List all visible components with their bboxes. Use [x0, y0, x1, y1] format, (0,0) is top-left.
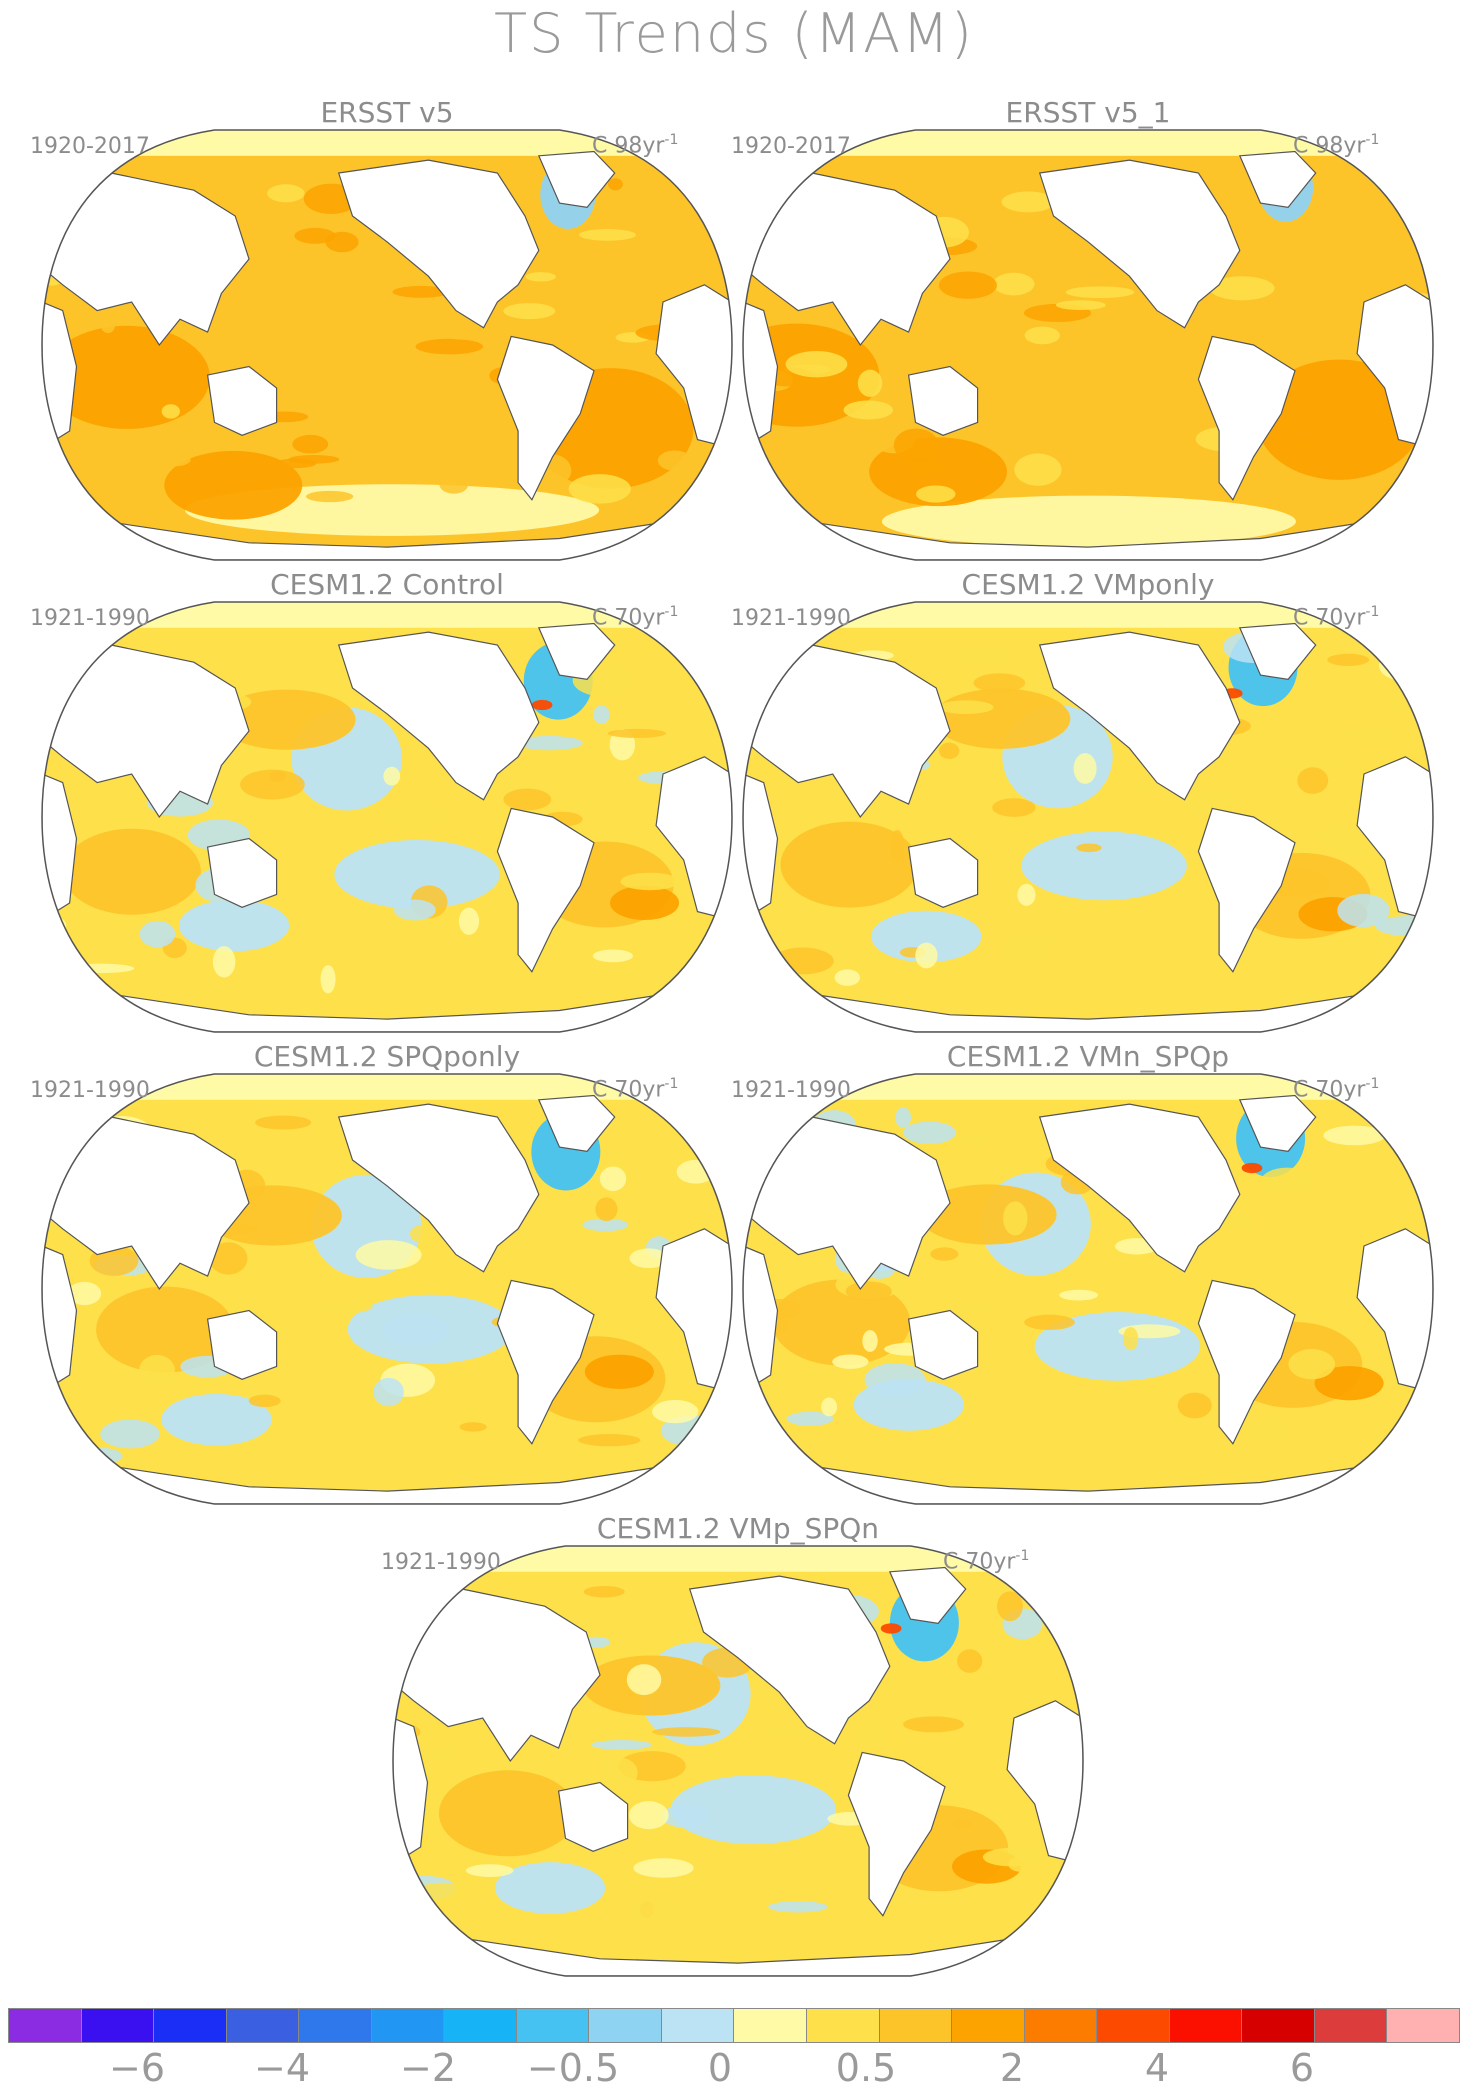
world-map	[392, 1545, 1084, 1977]
colorbar-tick-label: 2	[999, 2046, 1025, 2090]
colorbar-tick-label: 4	[1144, 2046, 1170, 2090]
panel-period: 1921-1990	[30, 606, 150, 631]
world-map	[742, 1073, 1434, 1505]
panel-title: ERSST v5_1	[1005, 96, 1171, 129]
panel-period: 1921-1990	[731, 1078, 851, 1103]
colorbar-cell	[9, 2009, 82, 2042]
map-panel: CESM1.2 VMn_SPQp 1921-1990 C 70yr-1	[731, 1040, 1434, 1505]
world-map	[41, 129, 733, 561]
map-panel: CESM1.2 VMp_SPQn 1921-1990 C 70yr-1	[381, 1512, 1084, 1977]
colorbar-cell	[299, 2009, 372, 2042]
world-map	[742, 601, 1434, 1033]
panel-units: C 70yr-1	[943, 1548, 1030, 1575]
colorbar-cell	[444, 2009, 517, 2042]
colorbar-cell	[589, 2009, 662, 2042]
panel-period: 1920-2017	[731, 134, 851, 159]
colorbar-cell	[1314, 2009, 1388, 2042]
colorbar-cell	[1242, 2009, 1315, 2042]
world-map	[41, 1073, 733, 1505]
panel-period: 1920-2017	[30, 134, 150, 159]
colorbar-tick-label: −0.5	[526, 2046, 620, 2090]
panel-period: 1921-1990	[30, 1078, 150, 1103]
panel-units: C 98yr-1	[592, 132, 679, 159]
panel-period: 1921-1990	[731, 606, 851, 631]
colorbar-tick-label: 0	[707, 2046, 733, 2090]
panel-title: ERSST v5	[320, 96, 454, 129]
panel-units: C 70yr-1	[1293, 604, 1380, 631]
panel-title: CESM1.2 VMp_SPQn	[596, 1512, 880, 1545]
map-panel: CESM1.2 Control 1921-1990 C 70yr-1	[30, 568, 733, 1033]
colorbar-cell	[734, 2009, 808, 2042]
panel-units: C 70yr-1	[592, 604, 679, 631]
panel-title: CESM1.2 VMn_SPQp	[946, 1040, 1230, 1073]
world-map	[742, 129, 1434, 561]
map-panel: ERSST v5_1 1920-2017 C 98yr-1	[731, 96, 1434, 561]
colorbar-cell	[1387, 2009, 1459, 2042]
panel-title: CESM1.2 VMponly	[961, 568, 1215, 601]
colorbar-cell	[226, 2009, 300, 2042]
colorbar-cell	[1024, 2009, 1098, 2042]
figure-title: TS Trends (MAM)	[494, 2, 974, 65]
colorbar-cell	[81, 2009, 155, 2042]
colorbar-cell	[1097, 2009, 1170, 2042]
colorbar-cell	[807, 2009, 880, 2042]
colorbar-cell	[661, 2009, 735, 2042]
colorbar-cell	[154, 2009, 227, 2042]
colorbar-tick-label: −6	[108, 2046, 166, 2090]
panel-units: C 70yr-1	[1293, 1076, 1380, 1103]
map-panel: ERSST v5 1920-2017 C 98yr-1	[30, 96, 733, 561]
panel-units: C 70yr-1	[592, 1076, 679, 1103]
colorbar-cell	[516, 2009, 590, 2042]
colorbar-cell	[1169, 2009, 1243, 2042]
colorbar-cell	[879, 2009, 953, 2042]
colorbar-tick-label: 6	[1289, 2046, 1315, 2090]
map-panel: CESM1.2 SPQponly 1921-1990 C 70yr-1	[30, 1040, 733, 1505]
panel-title: CESM1.2 Control	[270, 568, 504, 601]
panel-units: C 98yr-1	[1293, 132, 1380, 159]
colorbar-cell	[952, 2009, 1025, 2042]
world-map	[41, 601, 733, 1033]
colorbar-tick-label: −2	[399, 2046, 457, 2090]
colorbar-cell	[371, 2009, 445, 2042]
panel-period: 1921-1990	[381, 1550, 501, 1575]
colorbar-tick-label: −4	[253, 2046, 311, 2090]
panel-title: CESM1.2 SPQponly	[253, 1040, 521, 1073]
map-panel: CESM1.2 VMponly 1921-1990 C 70yr-1	[731, 568, 1434, 1033]
colorbar-tick-label: 0.5	[835, 2046, 897, 2090]
colorbar	[8, 2008, 1460, 2043]
